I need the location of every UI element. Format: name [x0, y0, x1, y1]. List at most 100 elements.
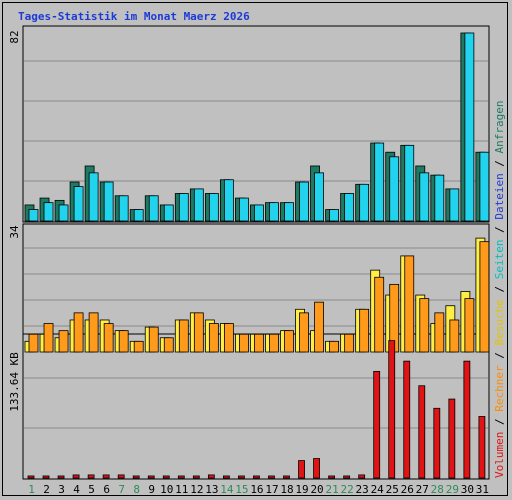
- bar-rechner-day-1: [28, 333, 39, 353]
- bar-dateien-day-22: [344, 193, 355, 222]
- x-tick-label-day-28: 28: [431, 483, 444, 496]
- x-tick-label-day-29: 29: [446, 483, 459, 496]
- x-tick-label-day-12: 12: [190, 483, 203, 496]
- bar-volumen-day-7: [117, 474, 125, 479]
- legend-slash: /: [493, 346, 506, 366]
- x-tick-label-day-16: 16: [250, 483, 263, 496]
- bar-dateien-day-8: [133, 209, 144, 222]
- bar-rechner-day-26: [404, 255, 415, 353]
- x-tick-label-day-11: 11: [175, 483, 188, 496]
- x-tick-label-day-13: 13: [205, 483, 218, 496]
- bar-dateien-day-3: [58, 204, 69, 222]
- bar-rechner-day-12: [193, 312, 204, 353]
- bar-volumen-day-10: [162, 475, 170, 479]
- x-tick-label-day-19: 19: [295, 483, 308, 496]
- x-tick-label-day-20: 20: [310, 483, 323, 496]
- bar-rechner-day-9: [148, 326, 159, 353]
- x-tick-label-day-23: 23: [356, 483, 369, 496]
- bar-dateien-day-14: [223, 179, 234, 222]
- bar-dateien-day-29: [449, 188, 460, 222]
- bar-volumen-day-4: [72, 474, 80, 479]
- bar-rechner-day-28: [434, 312, 445, 353]
- bar-volumen-day-9: [147, 475, 155, 479]
- bar-rechner-day-18: [284, 330, 294, 353]
- bar-rechner-day-11: [178, 319, 189, 353]
- bar-dateien-day-24: [374, 142, 385, 222]
- x-tick-label-day-5: 5: [88, 483, 95, 496]
- legend-seiten: Seiten: [493, 240, 506, 280]
- legend-besuche: Besuche: [493, 299, 506, 345]
- bar-volumen-day-25: [388, 340, 396, 479]
- x-axis-labels: 1 2 3 4 5 6 7 8 9 10 11 12 13 14 15 16 17 18 19 20 21 22 23 24 2…: [28, 483, 489, 496]
- bar-volumen-day-21: [328, 475, 336, 479]
- x-tick-label-day-4: 4: [73, 483, 80, 496]
- max-label-panel-3: 133.64 KB: [8, 352, 21, 412]
- bar-volumen-day-31: [478, 416, 486, 479]
- bar-dateien-day-7: [118, 195, 129, 222]
- x-tick-label-day-18: 18: [280, 483, 293, 496]
- x-tick-label-day-21: 21: [325, 483, 338, 496]
- bar-dateien-day-15: [239, 197, 249, 222]
- bar-volumen-day-8: [132, 475, 140, 479]
- x-tick-label-day-10: 10: [160, 483, 173, 496]
- bar-dateien-day-9: [148, 195, 159, 222]
- bar-rechner-day-22: [344, 333, 355, 353]
- x-tick-label-day-9: 9: [148, 483, 155, 496]
- x-tick-label-day-6: 6: [103, 483, 110, 496]
- bar-dateien-day-11: [178, 193, 189, 222]
- bar-rechner-day-10: [163, 337, 174, 353]
- bar-volumen-day-12: [192, 475, 200, 479]
- x-tick-label-day-27: 27: [416, 483, 429, 496]
- bar-dateien-day-1: [28, 209, 39, 222]
- bar-rechner-day-2: [43, 323, 54, 353]
- legend-slash: /: [493, 153, 506, 173]
- legend-volumen: Volumen: [493, 432, 506, 478]
- bar-volumen-day-2: [42, 475, 50, 479]
- bar-rechner-day-6: [103, 323, 114, 353]
- bar-volumen-day-24: [373, 370, 381, 479]
- x-tick-label-day-2: 2: [43, 483, 50, 496]
- bar-rechner-day-16: [254, 333, 264, 353]
- bar-rechner-day-8: [133, 340, 144, 353]
- bar-volumen-day-16: [253, 475, 260, 479]
- x-tick-label-day-1: 1: [28, 483, 35, 496]
- bar-rechner-day-29: [449, 319, 460, 353]
- legend-slash: /: [493, 220, 506, 240]
- bar-rechner-day-31: [479, 241, 490, 353]
- bar-dateien-day-16: [254, 204, 264, 222]
- outer-frame: [2, 2, 508, 496]
- x-tick-label-day-30: 30: [461, 483, 474, 496]
- bar-dateien-day-4: [73, 186, 84, 222]
- bar-volumen-day-3: [57, 475, 65, 479]
- bar-rechner-day-17: [269, 333, 279, 353]
- x-tick-label-day-22: 22: [341, 483, 354, 496]
- bar-volumen-day-19: [298, 460, 305, 479]
- max-label-panel-1: 82: [8, 30, 21, 43]
- bar-volumen-day-18: [283, 475, 290, 479]
- bar-rechner-day-19: [299, 312, 309, 353]
- bar-rechner-day-24: [374, 276, 385, 353]
- bar-dateien-day-12: [193, 188, 204, 222]
- bar-dateien-day-19: [299, 181, 309, 222]
- bar-volumen-day-29: [448, 398, 456, 479]
- bar-volumen-day-1: [27, 475, 35, 479]
- bar-rechner-day-4: [73, 312, 84, 353]
- bar-dateien-day-27: [419, 172, 430, 222]
- legend-anfragen: Anfragen: [493, 100, 506, 153]
- bar-rechner-day-30: [464, 298, 475, 353]
- bar-dateien-day-10: [163, 204, 174, 222]
- bar-dateien-day-17: [269, 202, 279, 222]
- bar-dateien-day-26: [404, 144, 415, 222]
- x-tick-label-day-26: 26: [401, 483, 414, 496]
- bar-rechner-day-14: [223, 323, 234, 353]
- bar-rechner-day-20: [314, 301, 324, 353]
- bar-volumen-day-23: [358, 474, 366, 479]
- bar-dateien-day-30: [464, 32, 475, 222]
- bar-rechner-day-21: [329, 340, 340, 353]
- x-tick-label-day-17: 17: [265, 483, 278, 496]
- legend-slash: /: [493, 412, 506, 432]
- bar-dateien-day-21: [329, 209, 340, 222]
- bar-rechner-day-23: [359, 308, 370, 353]
